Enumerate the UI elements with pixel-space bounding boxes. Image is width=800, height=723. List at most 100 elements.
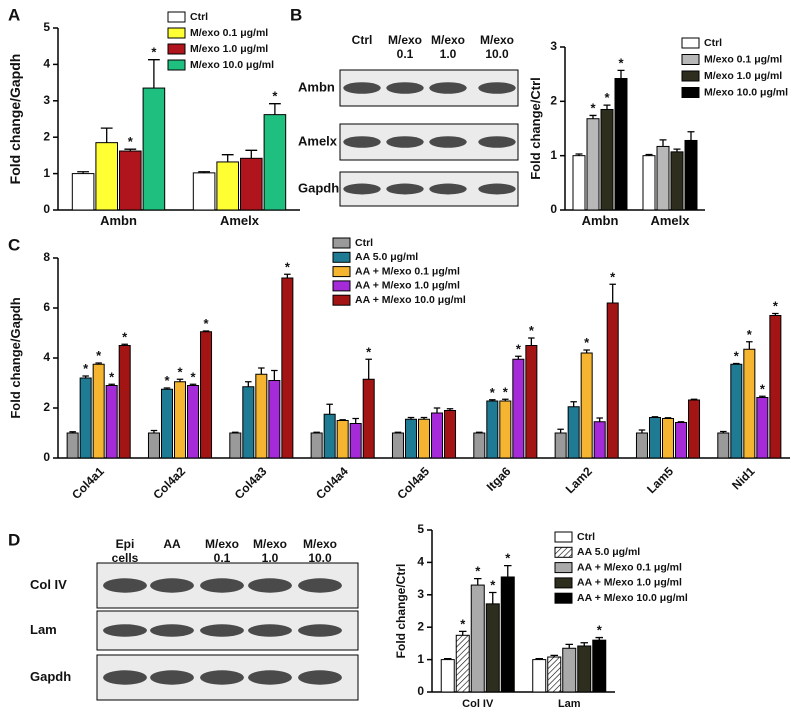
bar (268, 380, 281, 459)
x-tick-label: Lam (558, 698, 581, 710)
significance-mark: * (604, 90, 610, 105)
bar (79, 377, 92, 459)
bar (670, 151, 684, 211)
error-bar (420, 416, 428, 420)
x-tick-label: Ambn (100, 213, 137, 228)
y-tick-label: 0 (550, 202, 557, 216)
row-label: Amelx (298, 133, 338, 148)
error-bar (677, 421, 685, 423)
error-bar (95, 362, 102, 365)
error-bar (284, 273, 291, 278)
significance-mark: * (128, 134, 134, 149)
lane-label: Ctrl (352, 33, 373, 47)
error-bar (617, 69, 625, 79)
legend-swatch (554, 562, 573, 574)
bar (66, 432, 79, 459)
error-bar (69, 431, 76, 433)
bar (485, 603, 500, 693)
error-bar (504, 564, 512, 577)
legend-swatch (167, 59, 186, 71)
legend-label: Ctrl (190, 11, 208, 23)
significance-mark: * (597, 623, 603, 638)
bar (600, 108, 614, 211)
x-tick-label: Amelx (650, 213, 690, 228)
error-bar (394, 431, 402, 433)
bar (606, 302, 619, 459)
blot-band (478, 136, 516, 148)
legend-label: Ctrl (355, 237, 373, 249)
error-bar (690, 398, 698, 400)
blot-band (386, 82, 424, 94)
bar (391, 432, 404, 459)
legend-label: AA 5.0 μg/ml (355, 251, 418, 263)
bar (717, 432, 730, 459)
y-tick-label: 3 (550, 39, 557, 53)
error-bar (603, 104, 611, 110)
bar (417, 418, 431, 459)
bar (142, 87, 166, 211)
bar (255, 373, 268, 459)
y-tick-label: 6 (43, 300, 50, 314)
bar (336, 420, 349, 459)
blot-band (200, 670, 244, 685)
blot-band (429, 82, 467, 94)
lane-label: AA (163, 537, 181, 551)
y-axis-label: Fold change/Gapdh (7, 54, 23, 185)
y-tick-label: 5 (417, 522, 424, 536)
blot-band (200, 624, 244, 637)
bar (92, 363, 105, 459)
error-bar (759, 395, 766, 398)
error-bar (565, 643, 574, 649)
bar (470, 584, 485, 693)
error-bar (473, 577, 482, 586)
legend-label: M/exo 1.0 μg/ml (190, 43, 268, 55)
bar (473, 432, 486, 459)
legend-label: AA + M/exo 10.0 μg/ml (355, 294, 466, 306)
y-tick-label: 3 (43, 93, 50, 107)
y-tick-label: 2 (43, 129, 50, 143)
legend-swatch (332, 266, 351, 278)
x-tick-label: Col4a3 (232, 464, 270, 502)
bar (440, 659, 455, 693)
blot-band (150, 670, 194, 685)
error-bar (202, 330, 210, 332)
error-bar (528, 337, 535, 346)
legend-swatch (167, 43, 186, 55)
blot-band (478, 183, 516, 195)
significance-mark: * (164, 373, 170, 388)
blot-band (248, 578, 292, 593)
blot-band (429, 136, 467, 148)
error-bar (651, 416, 659, 418)
bar (404, 418, 417, 459)
error-bar (326, 403, 333, 415)
error-bar (583, 349, 590, 353)
error-bar (176, 378, 184, 382)
legend-swatch (167, 11, 186, 23)
y-tick-label: 4 (43, 350, 50, 364)
bar (756, 397, 769, 459)
legend-swatch (167, 27, 186, 39)
blot-band (298, 578, 342, 593)
bar (675, 422, 688, 459)
significance-mark: * (618, 55, 624, 70)
bar (242, 386, 255, 459)
error-bar (638, 429, 646, 433)
blot-band (103, 624, 147, 637)
row-label: Gapdh (298, 180, 339, 195)
error-bar (108, 383, 115, 386)
legend-label: AA + M/exo 0.1 μg/ml (355, 265, 460, 277)
error-bar (673, 148, 681, 152)
bar (263, 114, 287, 211)
blot-band (103, 670, 147, 685)
error-bar (121, 343, 128, 346)
y-tick-label: 8 (43, 250, 50, 264)
bar (192, 172, 216, 211)
bar (147, 432, 160, 459)
significance-mark: * (272, 89, 278, 104)
error-bar (245, 149, 258, 159)
error-bar (232, 431, 239, 433)
bar (525, 345, 538, 459)
bar (593, 421, 606, 459)
error-bar (407, 416, 415, 420)
y-tick-label: 0 (43, 202, 50, 216)
